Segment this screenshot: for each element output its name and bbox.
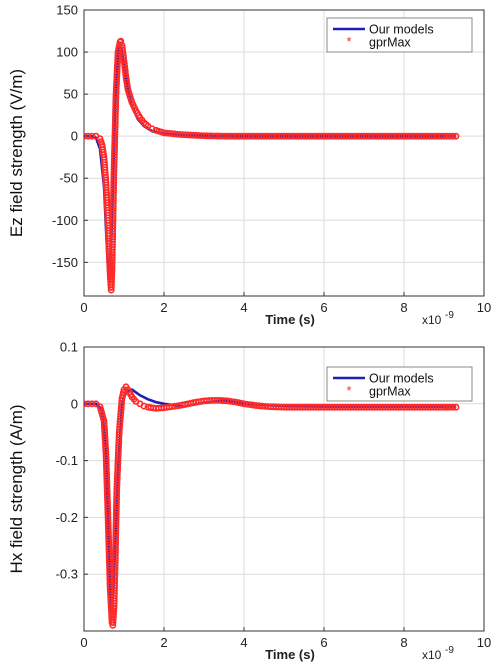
- y-tick-label: -0.3: [56, 567, 78, 582]
- series-gprmax: [84, 383, 460, 629]
- legend-box: [326, 366, 473, 402]
- legend-entry-label: Our models: [369, 372, 434, 386]
- x-tick-label: 4: [240, 300, 247, 315]
- y-tick-label: 100: [56, 45, 78, 60]
- x-exponent-label: x10: [422, 648, 442, 662]
- y-tick-label: -100: [52, 213, 78, 228]
- x-tick-label: 8: [400, 300, 407, 315]
- x-tick-label: 6: [320, 300, 327, 315]
- y-tick-label: -0.1: [56, 453, 78, 468]
- x-axis-label: Time (s): [265, 647, 315, 662]
- gprmax-marker: [119, 389, 127, 396]
- x-exponent-label: x10: [422, 313, 442, 327]
- y-tick-label: -0.2: [56, 510, 78, 525]
- series-line-our-models: [84, 42, 456, 282]
- x-tick-label: 6: [320, 635, 327, 650]
- x-exponent-power: -9: [445, 310, 454, 321]
- x-axis-label: Time (s): [265, 312, 315, 327]
- legend: Our models * gprMax: [326, 366, 473, 402]
- x-tick-label: 4: [240, 635, 247, 650]
- gprmax-marker: [140, 402, 148, 410]
- gprmax-marker: [84, 132, 88, 140]
- gprmax-marker: [452, 132, 460, 140]
- gprmax-marker: [84, 400, 88, 408]
- gprmax-marker: [88, 132, 96, 140]
- legend-swatch-marker: *: [346, 383, 351, 398]
- x-tick-label: 8: [400, 635, 407, 650]
- y-tick-label: 0: [71, 396, 78, 411]
- y-axis-label: Hx field strength (A/m): [7, 404, 26, 573]
- gprmax-marker: [84, 400, 92, 408]
- gprmax-marker: [258, 402, 266, 410]
- x-tick-label: 0: [80, 300, 87, 315]
- series-gprmax: [84, 37, 460, 294]
- legend-entry-label: Our models: [369, 23, 434, 37]
- chart-2: 0 2 4 6 8 10 0.1 0 -0.1 -0.2 -0.3 Time (s) x10 -9 Hx f…: [7, 340, 491, 663]
- y-tick-label: 0.1: [60, 340, 78, 355]
- plot-frame: [83, 346, 485, 632]
- x-tick-label: 2: [160, 635, 167, 650]
- gprmax-marker: [243, 400, 251, 408]
- y-tick-label: 150: [56, 3, 78, 18]
- gprmax-marker: [88, 400, 96, 408]
- legend: Our models * gprMax: [326, 17, 473, 53]
- plot-frame: [83, 9, 485, 297]
- y-tick-label: 0: [71, 129, 78, 144]
- gprmax-marker: [255, 402, 263, 410]
- y-tick-label: -150: [52, 255, 78, 270]
- x-tick-label: 10: [477, 300, 491, 315]
- x-tick-label: 2: [160, 300, 167, 315]
- gprmax-marker: [246, 401, 254, 409]
- x-tick-label: 0: [80, 635, 87, 650]
- legend-swatch-marker: *: [346, 34, 351, 49]
- y-tick-label: -50: [59, 171, 78, 186]
- gprmax-marker: [249, 401, 257, 409]
- x-tick-label: 10: [477, 635, 491, 650]
- legend-entry-label: gprMax: [369, 385, 411, 399]
- gprmax-marker: [449, 132, 457, 140]
- legend-box: [326, 17, 473, 53]
- gprmax-marker: [449, 403, 457, 411]
- gprmax-marker: [252, 402, 260, 409]
- gprmax-marker: [84, 132, 92, 140]
- gprmax-marker: [452, 403, 460, 411]
- legend-entry-label: gprMax: [369, 36, 411, 50]
- series-line-our-models: [84, 388, 456, 615]
- chart-1: 0 2 4 6 8 10 150 100 50 0 -50 -100 -150 Time (s) x10 -9…: [7, 3, 491, 328]
- x-exponent-power: -9: [445, 645, 454, 656]
- y-axis-label: Ez field strength (V/m): [7, 69, 26, 237]
- gprmax-marker: [240, 400, 248, 408]
- y-tick-label: 50: [64, 87, 78, 102]
